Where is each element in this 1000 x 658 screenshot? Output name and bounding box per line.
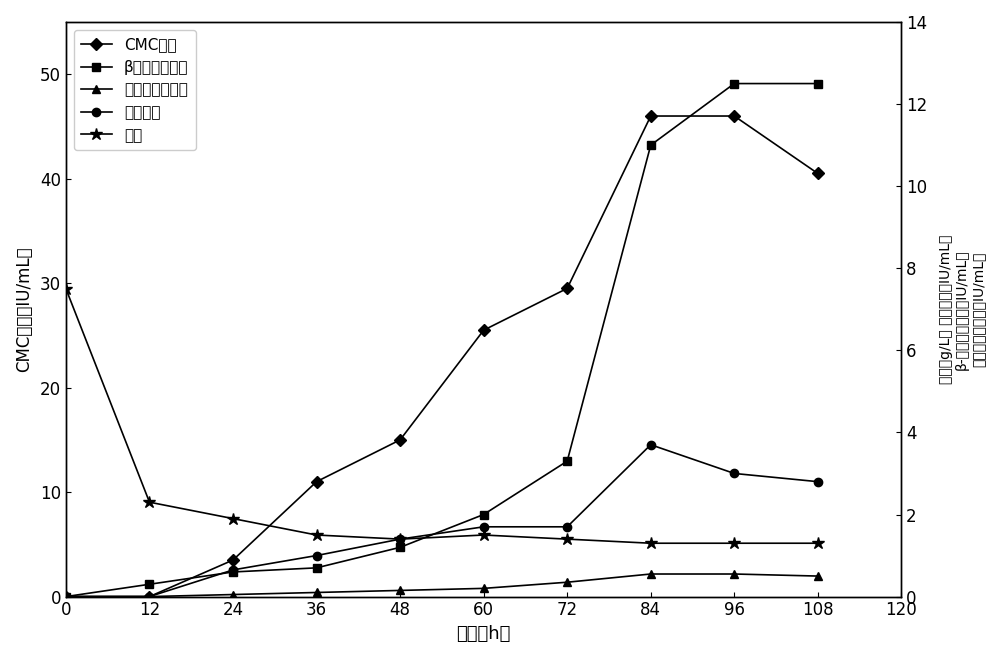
CMC酶活 — [645, 112, 657, 120]
β葡萄糖苷酶活 — [728, 80, 740, 88]
Line: 滤纸酶活: 滤纸酶活 — [62, 441, 822, 601]
Y-axis label: 残糖（g/L） 滤纸酶活（IU/mL）
β-葡萄糖苷酶活（IU/mL）
微晶纤维素酶活（IU/mL）: 残糖（g/L） 滤纸酶活（IU/mL） β-葡萄糖苷酶活（IU/mL） 微晶纤维… — [939, 235, 985, 384]
CMC酶活 — [728, 112, 740, 120]
β葡萄糖苷酶活 — [227, 568, 239, 576]
Line: β葡萄糖苷酶活: β葡萄糖苷酶活 — [62, 80, 822, 601]
微晶纤维素酶活 — [812, 572, 824, 580]
β葡萄糖苷酶活 — [645, 141, 657, 149]
Line: 残糖: 残糖 — [60, 282, 824, 549]
CMC酶活 — [478, 326, 490, 334]
β葡萄糖苷酶活 — [311, 564, 323, 572]
CMC酶活 — [812, 170, 824, 178]
β葡萄糖苷酶活 — [394, 544, 406, 551]
β葡萄糖苷酶活 — [478, 511, 490, 519]
滤纸酶活 — [728, 470, 740, 478]
滤纸酶活 — [645, 441, 657, 449]
残糖 — [311, 531, 323, 539]
微晶纤维素酶活 — [143, 593, 155, 601]
Y-axis label: CMC酶活（IU/mL）: CMC酶活（IU/mL） — [15, 247, 33, 372]
微晶纤维素酶活 — [394, 586, 406, 594]
CMC酶活 — [227, 556, 239, 564]
CMC酶活 — [561, 284, 573, 292]
残糖 — [561, 535, 573, 543]
滤纸酶活 — [812, 478, 824, 486]
残糖 — [728, 540, 740, 547]
残糖 — [227, 515, 239, 522]
β葡萄糖苷酶活 — [143, 580, 155, 588]
滤纸酶活 — [227, 566, 239, 574]
X-axis label: 时间（h）: 时间（h） — [456, 625, 511, 643]
微晶纤维素酶活 — [728, 570, 740, 578]
CMC酶活 — [143, 593, 155, 601]
CMC酶活 — [60, 593, 72, 601]
Line: CMC酶活: CMC酶活 — [62, 112, 822, 601]
CMC酶活 — [311, 478, 323, 486]
β葡萄糖苷酶活 — [561, 457, 573, 465]
微晶纤维素酶活 — [227, 591, 239, 599]
Line: 微晶纤维素酶活: 微晶纤维素酶活 — [62, 570, 822, 601]
滤纸酶活 — [311, 551, 323, 559]
CMC酶活 — [394, 436, 406, 444]
微晶纤维素酶活 — [311, 588, 323, 596]
残糖 — [478, 531, 490, 539]
微晶纤维素酶活 — [561, 578, 573, 586]
微晶纤维素酶活 — [60, 593, 72, 601]
滤纸酶活 — [60, 593, 72, 601]
残糖 — [645, 540, 657, 547]
滤纸酶活 — [561, 523, 573, 531]
微晶纤维素酶活 — [645, 570, 657, 578]
残糖 — [394, 535, 406, 543]
微晶纤维素酶活 — [478, 584, 490, 592]
滤纸酶活 — [143, 593, 155, 601]
β葡萄糖苷酶活 — [812, 80, 824, 88]
残糖 — [812, 540, 824, 547]
滤纸酶活 — [478, 523, 490, 531]
Legend: CMC酶活, β葡萄糖苷酶活, 微晶纤维素酶活, 滤纸酶活, 残糖: CMC酶活, β葡萄糖苷酶活, 微晶纤维素酶活, 滤纸酶活, 残糖 — [74, 30, 196, 151]
残糖 — [60, 285, 72, 293]
残糖 — [143, 498, 155, 506]
滤纸酶活 — [394, 535, 406, 543]
β葡萄糖苷酶活 — [60, 593, 72, 601]
